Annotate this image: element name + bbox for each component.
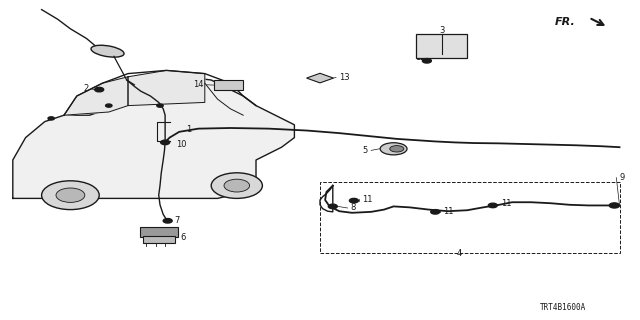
Polygon shape [13,77,294,198]
Text: 3: 3 [439,26,444,35]
Text: 6: 6 [180,233,186,242]
Text: 8: 8 [351,204,356,212]
Circle shape [161,140,170,145]
Text: TRT4B1600A: TRT4B1600A [540,303,586,312]
Text: 12: 12 [415,53,426,62]
Circle shape [48,117,54,120]
Bar [143,236,175,243]
Circle shape [157,104,163,107]
Circle shape [328,204,337,209]
Text: 7: 7 [174,216,179,225]
Circle shape [422,59,431,63]
Circle shape [106,104,112,107]
Circle shape [349,198,358,203]
Text: 10: 10 [176,140,186,149]
Text: 11: 11 [362,195,372,204]
Polygon shape [307,73,333,83]
Text: 2: 2 [83,84,88,93]
Ellipse shape [380,143,407,155]
Bar [416,34,467,58]
Text: 11: 11 [501,199,511,208]
Circle shape [609,203,620,208]
Text: 11: 11 [444,207,454,216]
Circle shape [95,87,104,92]
Circle shape [42,181,99,210]
Text: 9: 9 [620,173,625,182]
Polygon shape [128,70,205,106]
Text: 1: 1 [186,125,191,134]
Text: 14: 14 [193,80,204,89]
Text: 4: 4 [457,249,462,258]
Polygon shape [64,77,128,115]
Circle shape [211,173,262,198]
Circle shape [488,203,497,208]
Bar [140,227,178,237]
Bar [320,182,620,253]
Ellipse shape [390,146,404,152]
Circle shape [431,210,440,214]
Circle shape [56,188,85,202]
Bar [214,80,243,90]
Text: 5: 5 [363,146,368,155]
Circle shape [163,219,172,223]
Text: 13: 13 [339,73,350,82]
Text: FR.: FR. [556,17,576,28]
Ellipse shape [91,45,124,57]
Circle shape [224,179,250,192]
